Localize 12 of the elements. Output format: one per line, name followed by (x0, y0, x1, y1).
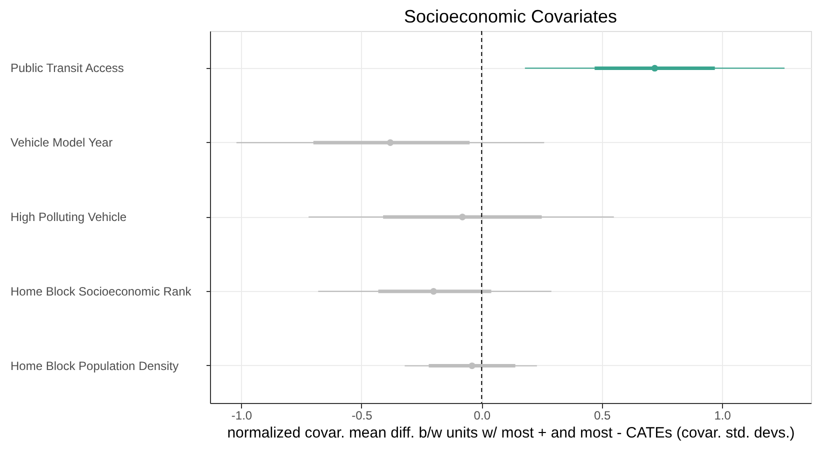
chart-title: Socioeconomic Covariates (404, 6, 618, 26)
y-tick-label: Public Transit Access (10, 61, 124, 76)
x-tick-label: -0.5 (352, 408, 373, 422)
x-axis-title: normalized covar. mean diff. b/w units w/ most + and most - CATEs (covar. std. devs.) (227, 424, 795, 442)
y-tick-label: Home Block Socioeconomic Rank (10, 284, 192, 298)
x-tick-label: 1.0 (714, 408, 732, 422)
y-tick-label: High Polluting Vehicle (10, 210, 127, 224)
x-tick-label: 0.0 (474, 408, 491, 422)
y-tick-label: Vehicle Model Year (10, 136, 113, 150)
y-tick-label: Home Block Population Density (10, 358, 179, 373)
x-tick-label: -1.0 (231, 408, 252, 422)
x-tick-label: 0.5 (594, 408, 612, 422)
